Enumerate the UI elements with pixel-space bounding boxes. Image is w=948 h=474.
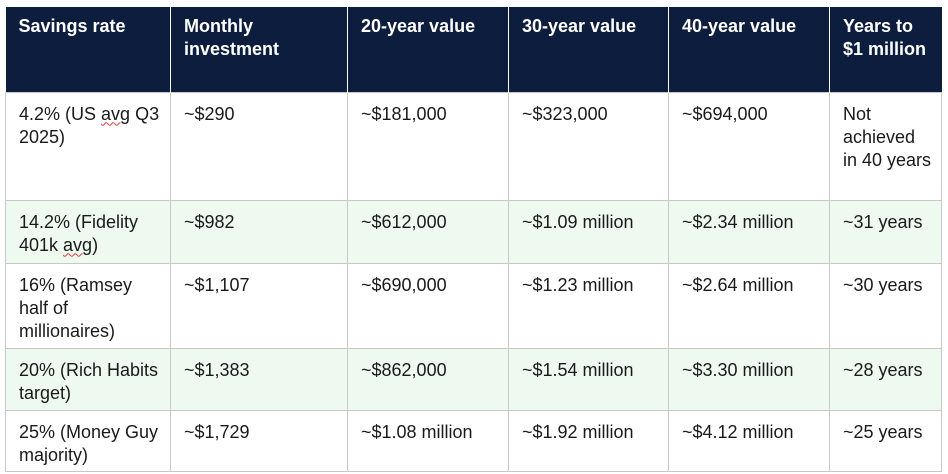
- cell-monthly-investment: ~$982: [170, 199, 348, 264]
- cell-40-year-value: ~$3.30 million: [668, 347, 830, 411]
- cell-30-year-value: ~$1.92 million: [508, 409, 669, 472]
- header-row: Savings rate Monthly investment 20-year …: [5, 7, 942, 92]
- cell-monthly-investment: ~$1,729: [170, 409, 348, 472]
- cell-text: Q3 2025): [19, 103, 160, 147]
- header-40-year-value: 40-year value: [668, 7, 830, 92]
- cell-savings-rate: 20% (Rich Habits target): [5, 347, 171, 411]
- cell-20-year-value: ~$862,000: [347, 347, 509, 411]
- cell-30-year-value: ~$323,000: [508, 91, 669, 201]
- cell-savings-rate: 14.2% (Fidelity 401k avg): [5, 199, 171, 264]
- cell-monthly-investment: ~$1,107: [170, 262, 348, 349]
- cell-40-year-value: ~$4.12 million: [668, 409, 830, 472]
- table-body: 4.2% (US avg Q3 2025) ~$290 ~$181,000 ~$…: [5, 91, 942, 472]
- cell-20-year-value: ~$612,000: [347, 199, 509, 264]
- header-monthly-investment: Monthly investment: [170, 7, 348, 92]
- cell-30-year-value: ~$1.54 million: [508, 347, 669, 411]
- cell-monthly-investment: ~$1,383: [170, 347, 348, 411]
- cell-20-year-value: ~$181,000: [347, 91, 509, 201]
- cell-20-year-value: ~$1.08 million: [347, 409, 509, 472]
- cell-savings-rate: 16% (Ramsey half of millionaires): [5, 262, 171, 349]
- cell-text: 14.2% (Fidelity 401k: [19, 211, 139, 255]
- cell-savings-rate: 4.2% (US avg Q3 2025): [5, 91, 171, 201]
- table-row: 16% (Ramsey half of millionaires) ~$1,10…: [5, 262, 942, 349]
- header-20-year-value: 20-year value: [347, 7, 509, 92]
- cell-savings-rate: 25% (Money Guy majority): [5, 409, 171, 472]
- document-page: Savings rate Monthly investment 20-year …: [5, 7, 942, 472]
- cell-30-year-value: ~$1.23 million: [508, 262, 669, 349]
- table-row: 14.2% (Fidelity 401k avg) ~$982 ~$612,00…: [5, 199, 942, 264]
- table-row: 4.2% (US avg Q3 2025) ~$290 ~$181,000 ~$…: [5, 91, 942, 201]
- cell-years-to-million: ~31 years: [829, 199, 942, 264]
- cell-40-year-value: ~$694,000: [668, 91, 830, 201]
- cell-years-to-million: ~30 years: [829, 262, 942, 349]
- cell-40-year-value: ~$2.34 million: [668, 199, 830, 264]
- table-header: Savings rate Monthly investment 20-year …: [5, 7, 942, 92]
- cell-text: ): [92, 234, 99, 255]
- cell-monthly-investment: ~$290: [170, 91, 348, 201]
- table-row: 25% (Money Guy majority) ~$1,729 ~$1.08 …: [5, 409, 942, 472]
- cell-40-year-value: ~$2.64 million: [668, 262, 830, 349]
- cell-years-to-million: ~28 years: [829, 347, 942, 411]
- cell-text: 4.2% (US: [19, 103, 102, 124]
- cell-20-year-value: ~$690,000: [347, 262, 509, 349]
- header-years-to-million: Years to $1 million: [829, 7, 942, 92]
- cell-30-year-value: ~$1.09 million: [508, 199, 669, 264]
- spellcheck-word: avg: [63, 234, 93, 255]
- header-30-year-value: 30-year value: [508, 7, 669, 92]
- header-savings-rate: Savings rate: [5, 7, 171, 92]
- savings-comparison-table: Savings rate Monthly investment 20-year …: [5, 7, 942, 472]
- spellcheck-word: avg: [101, 103, 131, 124]
- table-row: 20% (Rich Habits target) ~$1,383 ~$862,0…: [5, 347, 942, 411]
- cell-years-to-million: Not achieved in 40 years: [829, 91, 942, 201]
- cell-years-to-million: ~25 years: [829, 409, 942, 472]
